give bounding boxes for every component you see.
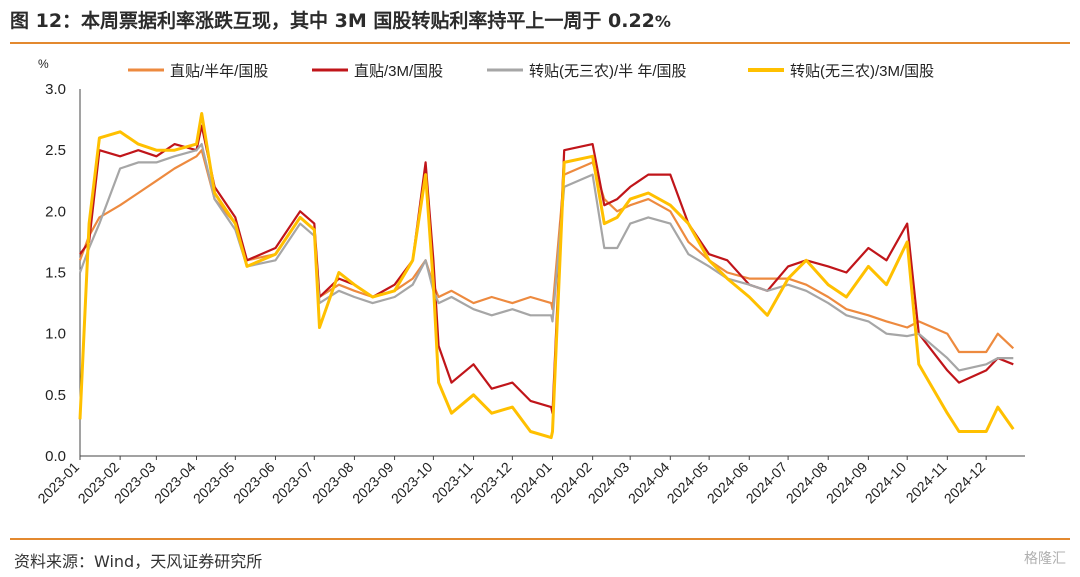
x-axis: 2023-012023-022023-032023-042023-052023-… — [34, 455, 1025, 507]
x-tick-label: 2024-12 — [941, 459, 989, 507]
x-tick-label: 2023-08 — [309, 459, 357, 507]
y-tick-label: 3.0 — [45, 81, 66, 98]
x-tick-label: 2024-10 — [862, 459, 910, 507]
plot-area — [78, 112, 1015, 440]
x-tick-label: 2023-06 — [230, 459, 278, 507]
y-tick-label: 0.0 — [45, 448, 66, 465]
y-axis-unit: % — [38, 57, 49, 71]
x-tick-label: 2023-11 — [429, 459, 476, 506]
x-tick-label: 2023-04 — [151, 459, 199, 507]
y-tick-label: 1.5 — [45, 265, 66, 282]
x-tick-label: 2024-03 — [585, 459, 633, 507]
x-tick-label: 2024-01 — [507, 459, 555, 507]
x-tick-label: 2023-12 — [467, 459, 515, 507]
legend-label-3: 转贴(无三农)/半 年/国股 — [529, 63, 687, 80]
watermark-logo: 格隆汇 — [1024, 551, 1066, 567]
y-tick-label: 2.5 — [45, 142, 66, 159]
y-tick-label: 2.0 — [45, 203, 66, 220]
line-chart: % 直贴/半年/国股 直贴/3M/国股 转贴(无三农)/半 年/国股 转贴(无三农)/… — [34, 57, 1025, 507]
x-tick-label: 2024-09 — [823, 459, 871, 507]
y-tick-label: 1.0 — [45, 326, 66, 343]
x-tick-label: 2024-07 — [743, 459, 791, 507]
x-tick-label: 2023-07 — [269, 459, 317, 507]
legend-label-1: 直贴/半年/国股 — [170, 63, 268, 80]
series-line-4 — [78, 112, 1015, 440]
top-divider — [10, 42, 1070, 44]
series-line-2 — [79, 124, 1014, 415]
source-note: 资料来源：Wind，天风证券研究所 — [14, 552, 263, 571]
y-tick-label: 0.5 — [45, 387, 66, 404]
x-tick-label: 2023-05 — [190, 459, 238, 507]
x-tick-label: 2024-05 — [664, 459, 712, 507]
x-tick-label: 2023-10 — [388, 459, 436, 507]
x-tick-label: 2024-04 — [625, 459, 673, 507]
legend-label-4: 转贴(无三农)/3M/国股 — [790, 63, 934, 80]
legend-label-2: 直贴/3M/国股 — [354, 63, 443, 80]
y-axis: 0.0 0.5 1.0 1.5 2.0 2.5 3.0 — [45, 81, 81, 465]
x-tick-label: 2024-11 — [903, 459, 950, 506]
x-tick-label: 2023-03 — [111, 459, 159, 507]
title-unit: % — [654, 12, 671, 31]
series-line-3 — [78, 142, 1014, 372]
x-tick-label: 2023-09 — [349, 459, 397, 507]
x-tick-label: 2023-01 — [34, 459, 82, 507]
x-tick-label: 2024-06 — [704, 459, 752, 507]
chart-legend: 直贴/半年/国股 直贴/3M/国股 转贴(无三农)/半 年/国股 转贴(无三农)/3M… — [128, 63, 934, 80]
x-tick-label: 2024-08 — [783, 459, 831, 507]
page-title: 图 12：本周票据利率涨跌互现，其中 3M 国股转贴利率持平上一周于 0.22% — [10, 10, 671, 32]
bottom-divider — [10, 538, 1070, 540]
